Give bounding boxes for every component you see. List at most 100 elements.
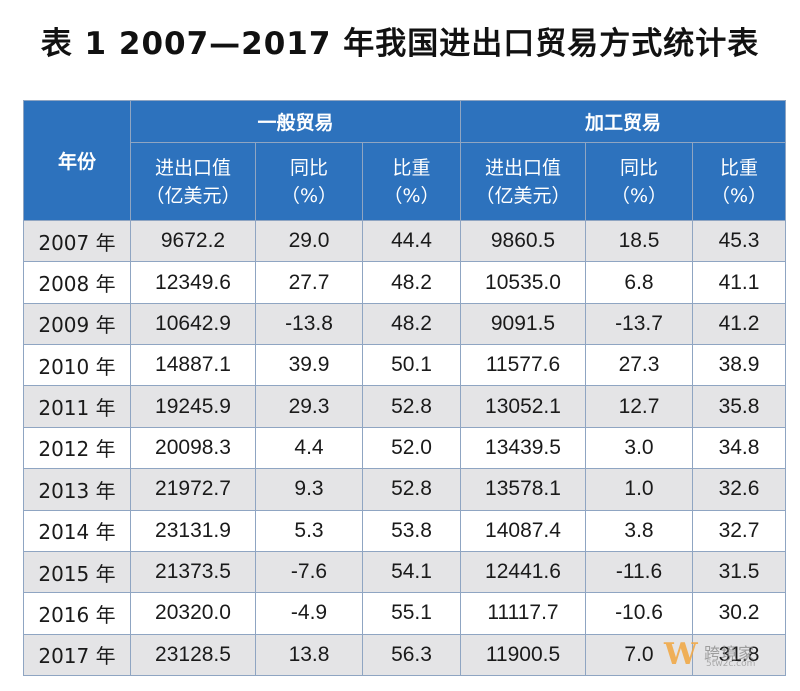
cell-processing-share: 41.1 xyxy=(692,261,786,304)
cell-processing-value: 9091.5 xyxy=(460,302,586,346)
cell-processing-yoy: -13.7 xyxy=(585,302,693,346)
cell-general-yoy: -13.8 xyxy=(255,302,363,346)
cell-processing-value: 13578.1 xyxy=(460,468,586,511)
cell-processing-value: 13052.1 xyxy=(460,385,586,428)
table-row: 2009 年 10642.9 -13.8 48.2 9091.5 -13.7 41.2 xyxy=(23,302,786,346)
cell-general-yoy: 9.3 xyxy=(255,468,363,511)
table-row: 2015 年 21373.5 -7.6 54.1 12441.6 -11.6 31.5 xyxy=(23,550,786,594)
cell-processing-yoy: 12.7 xyxy=(585,385,693,428)
cell-general-value: 10642.9 xyxy=(130,302,256,346)
table-row: 2014 年 23131.9 5.3 53.8 14087.4 3.8 32.7 xyxy=(23,509,786,552)
cell-processing-yoy: 18.5 xyxy=(585,219,693,263)
cell-processing-share: 32.6 xyxy=(692,468,786,511)
cell-general-yoy: 13.8 xyxy=(255,633,363,677)
cell-general-share: 56.3 xyxy=(362,633,461,677)
cell-general-yoy: -4.9 xyxy=(255,592,363,635)
cell-general-value: 9672.2 xyxy=(130,219,256,263)
cell-processing-yoy: -10.6 xyxy=(585,592,693,635)
cell-year: 2017 年 xyxy=(23,633,131,677)
group-header-processing-trade: 加工贸易 xyxy=(460,100,786,143)
cell-general-yoy: 39.9 xyxy=(255,344,363,387)
cell-year: 2014 年 xyxy=(23,509,131,552)
trade-statistics-table: 年份 一般贸易 加工贸易 进出口值 （亿美元） 同比 （%） 比重 （%） 进出口值（… xyxy=(23,100,786,677)
cell-year: 2008 年 xyxy=(23,261,131,304)
table-row: 2007 年 9672.2 29.0 44.4 9860.5 18.5 45.3 xyxy=(23,219,786,263)
cell-processing-value: 12441.6 xyxy=(460,550,586,594)
group-header-general-trade: 一般贸易 xyxy=(130,100,461,143)
table-row: 2010 年 14887.1 39.9 50.1 11577.6 27.3 38.9 xyxy=(23,344,786,387)
cell-processing-value: 10535.0 xyxy=(460,261,586,304)
cell-general-value: 21972.7 xyxy=(130,468,256,511)
subheader-processing-yoy: 同比 （%） xyxy=(585,142,693,221)
page-title: 表 1 2007—2017 年我国进出口贸易方式统计表 xyxy=(40,26,760,62)
subheader-general-share: 比重 （%） xyxy=(362,142,461,221)
cell-processing-yoy: 7.0 xyxy=(585,633,693,677)
cell-general-share: 48.2 xyxy=(362,261,461,304)
watermark-logo: W 跨境家 5tw2c.com xyxy=(664,637,782,675)
cell-general-share: 50.1 xyxy=(362,344,461,387)
cell-year: 2011 年 xyxy=(23,385,131,428)
year-header: 年份 xyxy=(23,100,131,221)
cell-processing-yoy: 3.8 xyxy=(585,509,693,552)
cell-processing-yoy: 1.0 xyxy=(585,468,693,511)
cell-processing-value: 11117.7 xyxy=(460,592,586,635)
cell-general-yoy: 4.4 xyxy=(255,426,363,470)
cell-processing-value: 11577.6 xyxy=(460,344,586,387)
cell-general-value: 23131.9 xyxy=(130,509,256,552)
cell-processing-share: 31.5 xyxy=(692,550,786,594)
cell-general-share: 55.1 xyxy=(362,592,461,635)
cell-general-value: 20098.3 xyxy=(130,426,256,470)
cell-processing-share: 30.2 xyxy=(692,592,786,635)
cell-processing-yoy: 27.3 xyxy=(585,344,693,387)
cell-year: 2016 年 xyxy=(23,592,131,635)
cell-year: 2007 年 xyxy=(23,219,131,263)
cell-processing-share: 35.8 xyxy=(692,385,786,428)
cell-processing-share: 31.8 xyxy=(692,633,786,677)
cell-processing-share: 34.8 xyxy=(692,426,786,470)
cell-general-share: 52.8 xyxy=(362,468,461,511)
cell-year: 2012 年 xyxy=(23,426,131,470)
cell-year: 2010 年 xyxy=(23,344,131,387)
subheader-processing-share: 比重 （%） xyxy=(692,142,786,221)
cell-year: 2009 年 xyxy=(23,302,131,346)
cell-processing-value: 9860.5 xyxy=(460,219,586,263)
cell-general-value: 23128.5 xyxy=(130,633,256,677)
cell-processing-share: 32.7 xyxy=(692,509,786,552)
watermark-letter: W xyxy=(664,637,698,672)
cell-general-share: 48.2 xyxy=(362,302,461,346)
cell-processing-yoy: -11.6 xyxy=(585,550,693,594)
watermark-url: 5tw2c.com xyxy=(706,659,756,669)
cell-general-yoy: 27.7 xyxy=(255,261,363,304)
subheader-processing-value: 进出口值 （亿美元） xyxy=(460,142,586,221)
cell-general-share: 44.4 xyxy=(362,219,461,263)
cell-year: 2013 年 xyxy=(23,468,131,511)
cell-general-value: 14887.1 xyxy=(130,344,256,387)
table-row: 2012 年 20098.3 4.4 52.0 13439.5 3.0 34.8 xyxy=(23,426,786,470)
cell-processing-share: 45.3 xyxy=(692,219,786,263)
table-body: 2007 年 9672.2 29.0 44.4 9860.5 18.5 45.3 2008 年… xyxy=(23,219,786,677)
subheader-general-value: 进出口值 （亿美元） xyxy=(130,142,256,221)
table-row: 2017 年 23128.5 13.8 56.3 11900.5 7.0 31.8 xyxy=(23,633,786,677)
cell-general-yoy: -7.6 xyxy=(255,550,363,594)
cell-processing-value: 13439.5 xyxy=(460,426,586,470)
cell-processing-yoy: 3.0 xyxy=(585,426,693,470)
cell-general-value: 20320.0 xyxy=(130,592,256,635)
watermark-text: 跨境家 xyxy=(704,644,756,663)
cell-general-value: 21373.5 xyxy=(130,550,256,594)
cell-general-share: 53.8 xyxy=(362,509,461,552)
cell-general-share: 54.1 xyxy=(362,550,461,594)
table-row: 2011 年 19245.9 29.3 52.8 13052.1 12.7 35.8 xyxy=(23,385,786,428)
cell-processing-yoy: 6.8 xyxy=(585,261,693,304)
cell-general-yoy: 29.0 xyxy=(255,219,363,263)
table-row: 2008 年 12349.6 27.7 48.2 10535.0 6.8 41.1 xyxy=(23,261,786,304)
subheader-general-yoy: 同比 （%） xyxy=(255,142,363,221)
cell-processing-share: 38.9 xyxy=(692,344,786,387)
cell-general-share: 52.0 xyxy=(362,426,461,470)
cell-processing-value: 14087.4 xyxy=(460,509,586,552)
cell-year: 2015 年 xyxy=(23,550,131,594)
cell-processing-value: 11900.5 xyxy=(460,633,586,677)
cell-general-value: 19245.9 xyxy=(130,385,256,428)
cell-general-yoy: 29.3 xyxy=(255,385,363,428)
cell-general-value: 12349.6 xyxy=(130,261,256,304)
cell-general-share: 52.8 xyxy=(362,385,461,428)
